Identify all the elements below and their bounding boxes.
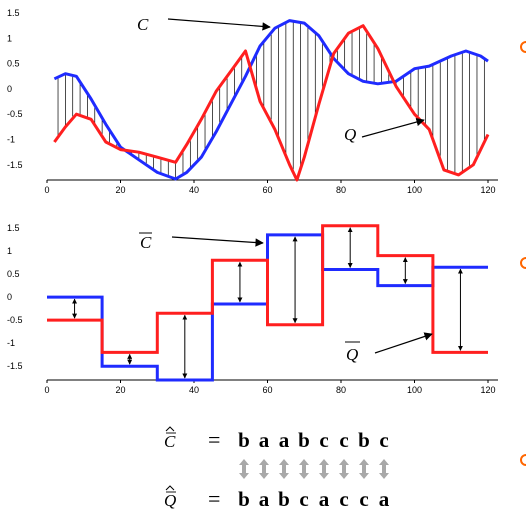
sax-compare-double-arrow [299,459,309,479]
sax-c-hat [165,426,175,432]
sax-c-symbol: c [379,428,388,452]
edge-mark-1 [520,41,527,53]
x-tick-label: 80 [336,385,346,395]
y-tick-label: -1.5 [7,361,23,371]
sax-compare-double-arrow [319,459,329,479]
series-q-paa-line [47,224,488,354]
y-tick-label: 1.5 [7,223,20,233]
annotation-q-label: Q [344,125,356,144]
series-q-line [53,24,490,182]
x-tick-label: 20 [115,385,125,395]
sax-compare-double-arrow [259,459,269,479]
y-tick-label: 0.5 [7,269,20,279]
y-tick-label: -1 [7,338,15,348]
annotation-c-arrow [171,236,264,247]
sax-equals-sign: = [208,486,220,511]
annotation-c-label: C [137,15,149,34]
x-tick-label: 100 [407,385,422,395]
y-tick-label: 1.5 [7,8,20,18]
x-tick-label: 60 [262,385,272,395]
sax-c-symbol: b [358,428,370,452]
sax-q-symbol: b [278,487,290,511]
sax-compare-double-arrow [279,459,289,479]
x-tick-label: 120 [480,185,495,195]
euclidean-distance-plot: 0 20 40 60 80 100 120 1.5 1 0.5 0 -0.5 -1 -1.5 C Q [7,8,498,195]
sax-c-symbol: a [259,428,270,452]
sax-c-symbol: b [298,428,310,452]
edge-mark-3 [520,454,527,466]
sax-c-label: C [164,432,176,451]
sax-compare-double-arrow [359,459,369,479]
sax-compare-double-arrow [339,459,349,479]
paa-distance-plot: 0 20 40 60 80 100 120 1.5 1 0.5 0 -0.5 -1 -1.5 C Q [7,223,498,395]
sax-compare-double-arrow [239,459,249,479]
y-tick-label: 1 [7,246,12,256]
y-tick-label: -0.5 [7,109,23,119]
sax-equals-sign: = [208,427,220,452]
annotation-c-label: C [140,233,152,252]
sax-q-symbol: a [319,487,330,511]
sax-comparison: CQ==b a a b c c b cb a b c a c c a [164,426,390,511]
sax-q-hat [165,485,175,491]
x-tick-label: 100 [407,185,422,195]
sax-q-symbol: c [299,487,308,511]
y-tick-label: 0 [7,292,12,302]
x-tick-label: 40 [189,385,199,395]
edge-mark-2 [520,257,527,269]
sax-q-symbol: c [359,487,368,511]
x-tick-label: 20 [115,185,125,195]
sax-c-symbol: c [319,428,328,452]
x-tick-label: 80 [336,185,346,195]
x-tick-label: 60 [262,185,272,195]
sax-q-symbol: b [238,487,250,511]
right-edge-marks [520,41,527,466]
y-tick-label: -1.5 [7,160,23,170]
x-tick-label: 0 [44,385,49,395]
sax-q-symbol: a [259,487,270,511]
series-c-line [53,19,489,181]
annotation-q-label: Q [346,345,358,364]
sax-compare-double-arrow [379,459,389,479]
sax-c-symbol: b [238,428,250,452]
sax-q-label: Q [164,491,176,510]
sax-c-symbol: a [279,428,290,452]
x-tick-label: 120 [480,385,495,395]
x-tick-label: 0 [44,185,49,195]
y-tick-label: -0.5 [7,315,23,325]
x-tick-label: 40 [189,185,199,195]
sax-q-symbol: c [339,487,348,511]
annotation-q-arrow [361,117,425,138]
sax-c-symbol: c [339,428,348,452]
annotation-c-arrow [167,18,271,31]
y-tick-label: -1 [7,135,15,145]
y-tick-label: 0.5 [7,59,20,69]
y-tick-label: 0 [7,84,12,94]
annotation-q-arrow [374,332,433,354]
y-tick-label: 1 [7,33,12,43]
sax-q-symbol: a [379,487,390,511]
